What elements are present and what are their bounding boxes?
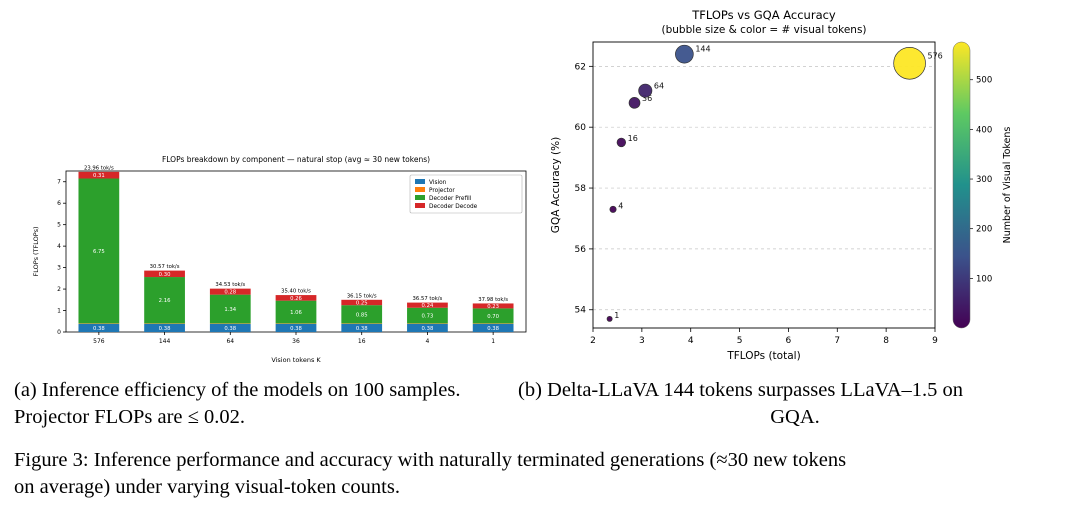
subcaption-b: (b) Delta-LLaVA 144 tokens surpasses LLa…: [518, 377, 1072, 430]
svg-text:9: 9: [932, 336, 938, 346]
subcaption-b-line2: GQA.: [770, 405, 820, 428]
svg-text:1.34: 1.34: [224, 307, 236, 313]
svg-text:16: 16: [628, 134, 638, 143]
svg-text:0.85: 0.85: [356, 312, 368, 318]
svg-text:4: 4: [57, 243, 61, 250]
svg-text:36.15 tok/s: 36.15 tok/s: [347, 293, 377, 299]
svg-text:TFLOPs vs GQA Accuracy: TFLOPs vs GQA Accuracy: [691, 8, 836, 22]
svg-text:0.38: 0.38: [422, 326, 434, 332]
svg-text:8: 8: [883, 336, 889, 346]
svg-text:6.75: 6.75: [93, 249, 105, 255]
subcaption-b-line1: (b) Delta-LLaVA 144 tokens surpasses LLa…: [518, 379, 964, 401]
svg-text:Decoder Prefill: Decoder Prefill: [429, 196, 472, 202]
svg-text:3: 3: [639, 336, 645, 346]
tflops-gqa-scatter-panel: TFLOPs vs GQA Accuracy (bubble size & col…: [545, 2, 1019, 382]
svg-text:23.96 tok/s: 23.96 tok/s: [84, 165, 114, 171]
svg-text:576: 576: [928, 52, 943, 61]
svg-text:0.38: 0.38: [290, 326, 302, 332]
svg-text:35.40 tok/s: 35.40 tok/s: [281, 289, 311, 295]
svg-text:0.70: 0.70: [487, 314, 499, 320]
svg-text:3: 3: [57, 265, 61, 272]
svg-text:0.23: 0.23: [487, 304, 499, 310]
svg-text:62: 62: [575, 62, 586, 72]
tflops-gqa-scatter-chart: TFLOPs vs GQA Accuracy (bubble size & col…: [550, 8, 1013, 362]
svg-text:0.25: 0.25: [356, 300, 368, 306]
svg-text:37.98 tok/s: 37.98 tok/s: [478, 297, 508, 303]
svg-text:34.53 tok/s: 34.53 tok/s: [215, 282, 245, 288]
svg-text:Decoder Decode: Decoder Decode: [429, 204, 478, 210]
svg-text:60: 60: [575, 123, 587, 133]
svg-text:FLOPs breakdown by component —: FLOPs breakdown by component — natural s…: [162, 155, 430, 164]
svg-text:576: 576: [93, 338, 105, 345]
svg-text:64: 64: [226, 338, 234, 345]
svg-text:2: 2: [590, 336, 596, 346]
svg-text:1: 1: [491, 338, 495, 345]
svg-text:7: 7: [57, 179, 61, 186]
svg-text:16: 16: [358, 338, 366, 345]
svg-text:2: 2: [57, 286, 61, 293]
svg-text:0: 0: [57, 329, 61, 336]
svg-text:2.16: 2.16: [159, 298, 171, 304]
svg-text:0.24: 0.24: [422, 303, 434, 309]
svg-text:100: 100: [976, 274, 992, 284]
svg-text:7: 7: [834, 336, 840, 346]
svg-text:54: 54: [575, 306, 587, 316]
svg-text:6: 6: [786, 336, 792, 346]
svg-text:0.38: 0.38: [356, 326, 368, 332]
svg-text:200: 200: [976, 225, 992, 235]
svg-text:0.38: 0.38: [93, 326, 105, 332]
svg-text:6: 6: [57, 200, 61, 207]
svg-text:30.57 tok/s: 30.57 tok/s: [150, 264, 180, 270]
svg-text:36: 36: [642, 94, 652, 103]
svg-text:0.73: 0.73: [422, 314, 434, 320]
svg-text:4: 4: [618, 201, 623, 210]
svg-text:0.38: 0.38: [224, 326, 236, 332]
svg-text:56: 56: [575, 245, 587, 255]
svg-text:Vision: Vision: [429, 180, 447, 186]
svg-text:1: 1: [614, 311, 619, 320]
figure-caption: Figure 3: Inference performance and accu…: [14, 447, 1072, 500]
svg-text:5: 5: [737, 336, 743, 346]
svg-text:0.26: 0.26: [290, 296, 302, 302]
svg-text:0.38: 0.38: [159, 326, 171, 332]
svg-text:4: 4: [688, 336, 694, 346]
svg-text:4: 4: [426, 338, 430, 345]
svg-text:5: 5: [57, 222, 61, 229]
svg-text:1.06: 1.06: [290, 310, 302, 316]
svg-text:0.31: 0.31: [93, 173, 105, 179]
svg-text:0.28: 0.28: [224, 290, 236, 296]
flops-bar-chart: FLOPs breakdown by component — natural s…: [32, 155, 527, 364]
svg-text:Number of Visual Tokens: Number of Visual Tokens: [1002, 127, 1013, 244]
svg-text:400: 400: [976, 125, 992, 135]
svg-text:TFLOPs (total): TFLOPs (total): [726, 350, 800, 362]
svg-text:0.38: 0.38: [487, 326, 499, 332]
svg-text:300: 300: [976, 175, 992, 185]
svg-text:FLOPs (TFLOPs): FLOPs (TFLOPs): [32, 227, 40, 277]
svg-text:500: 500: [976, 76, 992, 86]
subcaption-a-line1: (a) Inference efficiency of the models o…: [14, 379, 461, 401]
svg-text:36: 36: [292, 338, 300, 345]
svg-text:GQA Accuracy (%): GQA Accuracy (%): [550, 137, 562, 233]
svg-text:1: 1: [57, 308, 61, 315]
svg-text:36.57 tok/s: 36.57 tok/s: [413, 296, 443, 302]
svg-text:64: 64: [654, 82, 664, 91]
svg-text:Vision tokens K: Vision tokens K: [271, 356, 321, 364]
svg-text:0.30: 0.30: [159, 272, 171, 278]
subcaption-a-line2: Projector FLOPs are ≤ 0.02.: [14, 405, 246, 428]
flops-bar-chart-panel: FLOPs breakdown by component — natural s…: [26, 150, 538, 368]
svg-text:58: 58: [575, 184, 587, 194]
svg-text:144: 144: [695, 44, 710, 53]
svg-text:144: 144: [159, 338, 171, 345]
svg-text:Projector: Projector: [429, 188, 455, 194]
figure-caption-line2: on average) under varying visual-token c…: [14, 475, 400, 498]
svg-text:(bubble size & color = # visua: (bubble size & color = # visual tokens): [661, 24, 866, 36]
subcaption-a: (a) Inference efficiency of the models o…: [14, 377, 519, 430]
figure-caption-line1: Figure 3: Inference performance and accu…: [14, 449, 847, 471]
